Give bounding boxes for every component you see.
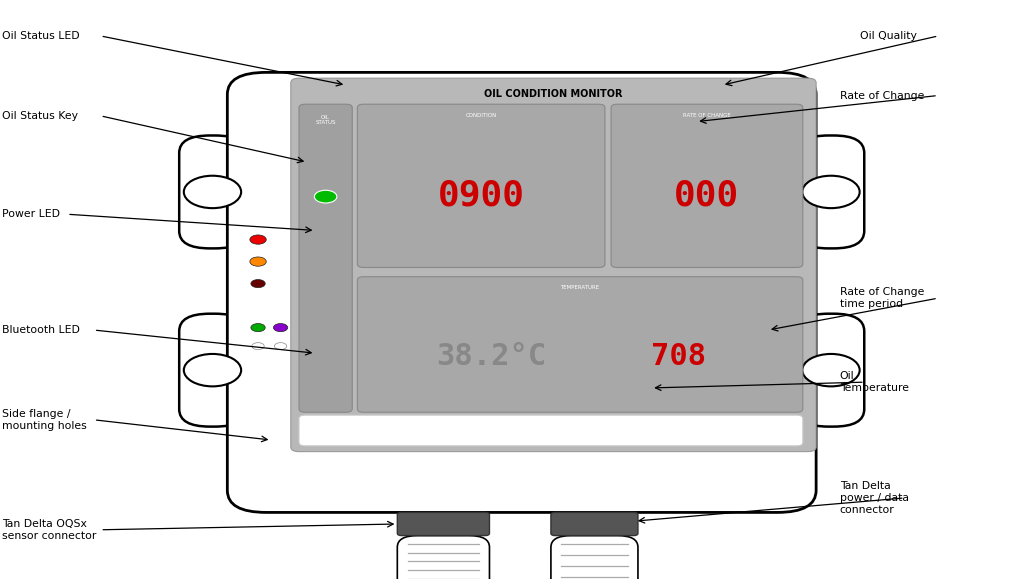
Text: Oil Quality: Oil Quality — [860, 31, 918, 41]
FancyBboxPatch shape — [291, 78, 816, 452]
Text: Power LED: Power LED — [2, 209, 60, 219]
FancyBboxPatch shape — [357, 277, 803, 412]
Text: Tan Delta
power / data
connector: Tan Delta power / data connector — [840, 481, 908, 515]
FancyBboxPatch shape — [611, 104, 803, 267]
FancyBboxPatch shape — [299, 104, 352, 412]
Circle shape — [314, 190, 337, 203]
Circle shape — [250, 235, 266, 244]
FancyBboxPatch shape — [179, 135, 246, 248]
Text: CONDITION: CONDITION — [466, 113, 497, 118]
Text: TEMPERATURE: TEMPERATURE — [560, 285, 600, 291]
Text: 0900: 0900 — [437, 179, 524, 212]
Text: Bluetooth LED: Bluetooth LED — [2, 325, 80, 335]
Text: Oil Status Key: Oil Status Key — [2, 111, 78, 121]
Text: 38.2°C: 38.2°C — [436, 342, 546, 371]
Text: Side flange /
mounting holes: Side flange / mounting holes — [2, 409, 87, 431]
FancyBboxPatch shape — [397, 512, 489, 536]
Text: Oil Status LED: Oil Status LED — [2, 31, 80, 41]
Text: 000: 000 — [675, 179, 739, 212]
Text: Rate of Change: Rate of Change — [840, 90, 924, 101]
FancyBboxPatch shape — [798, 314, 864, 427]
Text: Oil
Temperature: Oil Temperature — [840, 371, 908, 393]
FancyBboxPatch shape — [357, 104, 605, 267]
FancyBboxPatch shape — [227, 72, 816, 512]
Text: OIL
STATUS: OIL STATUS — [315, 115, 336, 126]
Text: RATE OF CHANGE: RATE OF CHANGE — [683, 113, 731, 118]
Circle shape — [252, 343, 264, 350]
Circle shape — [184, 354, 242, 386]
Circle shape — [274, 343, 287, 350]
FancyBboxPatch shape — [299, 415, 803, 446]
Text: 708: 708 — [650, 342, 706, 371]
FancyBboxPatch shape — [551, 512, 638, 536]
FancyBboxPatch shape — [179, 314, 246, 427]
Circle shape — [250, 257, 266, 266]
FancyBboxPatch shape — [397, 536, 489, 579]
Circle shape — [802, 176, 859, 208]
Circle shape — [802, 354, 859, 386]
Circle shape — [184, 176, 242, 208]
FancyBboxPatch shape — [798, 135, 864, 248]
Circle shape — [251, 280, 265, 288]
Text: OIL CONDITION MONITOR: OIL CONDITION MONITOR — [484, 89, 623, 100]
Circle shape — [251, 324, 265, 332]
Text: Rate of Change
time period: Rate of Change time period — [840, 287, 924, 309]
Text: Tan Delta OQSx
sensor connector: Tan Delta OQSx sensor connector — [2, 519, 96, 541]
FancyBboxPatch shape — [551, 536, 638, 579]
Circle shape — [273, 324, 288, 332]
